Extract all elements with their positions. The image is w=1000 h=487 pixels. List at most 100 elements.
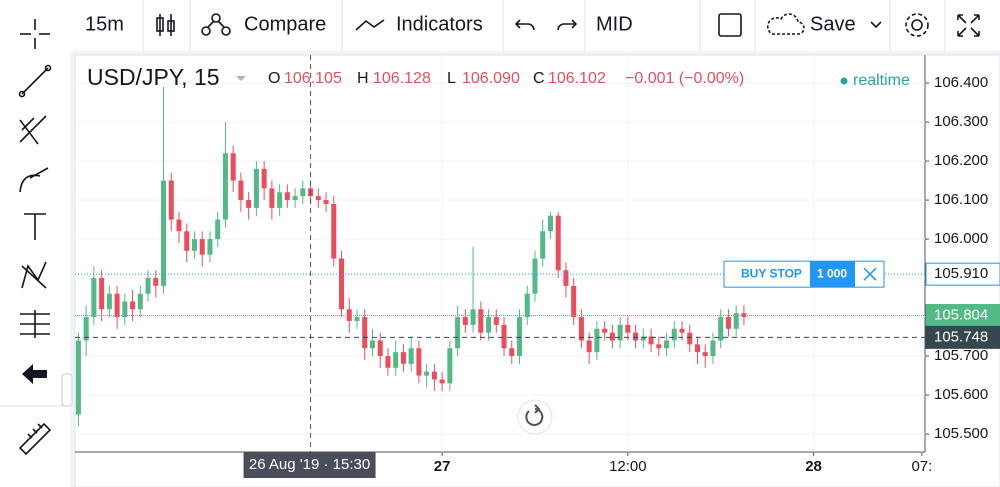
candle-body bbox=[656, 344, 662, 349]
candle-body bbox=[718, 317, 724, 341]
price-label: 105.748 bbox=[934, 328, 988, 345]
order-cancel[interactable] bbox=[863, 267, 877, 281]
save-button[interactable]: Save bbox=[810, 13, 856, 35]
brush-tool[interactable] bbox=[19, 167, 49, 193]
candle-body bbox=[153, 278, 159, 286]
low-value: 106.090 bbox=[462, 70, 520, 87]
candle-body bbox=[393, 352, 399, 368]
candle-body bbox=[439, 379, 445, 384]
order-quantity[interactable]: 1 000 bbox=[817, 266, 847, 280]
status: realtime bbox=[853, 72, 910, 89]
candle-body bbox=[369, 340, 375, 349]
candle-body bbox=[323, 200, 329, 204]
candle-body bbox=[75, 340, 81, 415]
candle-body bbox=[253, 168, 259, 208]
trend-line-tool[interactable] bbox=[18, 64, 52, 98]
pattern-tool[interactable] bbox=[21, 261, 47, 289]
y-tick-label: 106.100 bbox=[934, 191, 988, 208]
candle-body bbox=[199, 239, 205, 255]
candle-body bbox=[145, 278, 151, 294]
undo-button[interactable] bbox=[514, 19, 535, 31]
low-label: L bbox=[447, 70, 456, 87]
price-label-box bbox=[925, 325, 1000, 349]
interval-button[interactable]: 15m bbox=[85, 13, 124, 35]
order-box[interactable] bbox=[723, 260, 885, 288]
high-value: 106.128 bbox=[373, 70, 431, 87]
candle-body bbox=[184, 231, 190, 251]
reset-button[interactable] bbox=[517, 399, 553, 435]
x-tick-label: 07: bbox=[911, 458, 932, 475]
candle-body bbox=[215, 219, 221, 240]
indicators-button[interactable]: Indicators bbox=[396, 13, 483, 35]
candle-body bbox=[509, 348, 515, 357]
ruler-tool[interactable] bbox=[18, 422, 52, 456]
candle-body bbox=[106, 293, 112, 310]
top-toolbar bbox=[70, 0, 1000, 51]
candle-body bbox=[493, 317, 499, 325]
candle-body bbox=[470, 309, 476, 325]
candle-body bbox=[532, 258, 538, 294]
candle-body bbox=[191, 239, 197, 251]
candle-body bbox=[687, 332, 693, 345]
crosshair-tool[interactable] bbox=[20, 19, 50, 49]
candle-body bbox=[338, 258, 345, 310]
y-tick-label: 105.600 bbox=[934, 386, 988, 403]
candle-body bbox=[408, 348, 414, 364]
chart-type-button[interactable] bbox=[156, 14, 175, 36]
fib-tool[interactable] bbox=[19, 115, 47, 145]
candle-body bbox=[424, 371, 430, 376]
text-tool[interactable] bbox=[24, 213, 46, 240]
candle-body bbox=[547, 215, 553, 232]
price-type-button[interactable]: MID bbox=[596, 13, 633, 35]
x-tick-label: 28 bbox=[805, 458, 822, 475]
settings-button[interactable] bbox=[905, 13, 929, 37]
save-menu[interactable] bbox=[870, 21, 882, 29]
symbol-menu[interactable] bbox=[236, 76, 246, 81]
candle-body bbox=[114, 293, 120, 318]
candle-body bbox=[664, 340, 670, 349]
collapse-tab[interactable] bbox=[61, 373, 73, 407]
candle-body bbox=[261, 168, 267, 189]
candle-body bbox=[238, 180, 244, 201]
position-tool[interactable] bbox=[20, 310, 50, 338]
candle-body bbox=[486, 317, 492, 333]
candle-body bbox=[277, 192, 283, 208]
candle-body bbox=[99, 278, 105, 310]
close-label: C bbox=[533, 70, 545, 87]
candle-body bbox=[694, 344, 701, 353]
order-qty-box[interactable] bbox=[810, 261, 855, 288]
left-toolbar bbox=[0, 0, 70, 487]
change-value: −0.001 (−0.00%) bbox=[625, 70, 744, 87]
candle-body bbox=[385, 356, 391, 368]
candle-body bbox=[292, 196, 298, 201]
candle-body bbox=[230, 153, 236, 181]
candle-body bbox=[571, 285, 577, 318]
indicators-icon[interactable] bbox=[355, 19, 385, 31]
candle-body bbox=[455, 317, 461, 349]
crosshair-label-box bbox=[243, 452, 376, 478]
layout-button[interactable] bbox=[718, 13, 742, 37]
candle-body bbox=[431, 371, 437, 380]
candle-body bbox=[648, 336, 654, 345]
candle-body bbox=[702, 352, 708, 357]
overlay: 105.910 BUY STOP 1 000 105.804 105.748 26 Aug… bbox=[75, 55, 1000, 478]
high-label: H bbox=[357, 70, 369, 87]
candle-body bbox=[377, 340, 383, 357]
order-label[interactable]: BUY STOP bbox=[741, 266, 802, 280]
price-label: 105.910 bbox=[934, 265, 988, 282]
candle-body bbox=[555, 215, 561, 271]
back-button[interactable] bbox=[22, 364, 47, 384]
candle-body bbox=[269, 188, 275, 208]
redo-button[interactable] bbox=[557, 19, 578, 31]
status-dot bbox=[840, 77, 848, 85]
candle-body bbox=[362, 317, 368, 349]
candle-body bbox=[462, 317, 468, 325]
compare-icon[interactable] bbox=[201, 13, 231, 36]
fullscreen-button[interactable] bbox=[957, 14, 980, 37]
compare-button[interactable]: Compare bbox=[244, 13, 326, 35]
candle-body bbox=[640, 336, 646, 341]
symbol[interactable]: USD/JPY, 15 bbox=[87, 64, 220, 90]
candle-body bbox=[478, 309, 484, 333]
candle-body bbox=[83, 317, 89, 341]
candle-body bbox=[516, 317, 523, 357]
